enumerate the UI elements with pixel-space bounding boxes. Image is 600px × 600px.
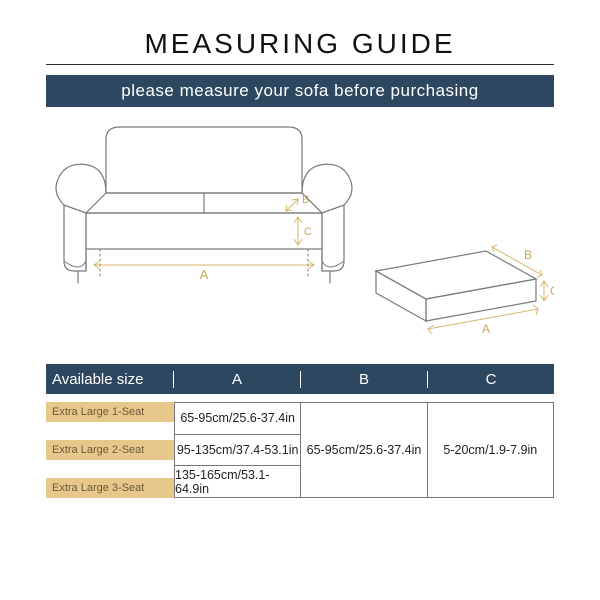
cushion-a-label: A [482, 322, 490, 336]
header-col-b: B [300, 371, 427, 388]
header-col-c: C [427, 371, 554, 388]
table-header: Available size A B C [46, 364, 554, 394]
row-labels: Extra Large 1-Seat Extra Large 2-Seat Ex… [46, 402, 174, 498]
cell-a3: 135-165cm/53.1-64.9in [175, 465, 300, 497]
sofa-diagram: A B C B C A [46, 121, 554, 356]
header-col-a: A [174, 371, 300, 388]
size-table: Available size A B C Extra Large 1-Seat … [46, 364, 554, 498]
table-body: Extra Large 1-Seat Extra Large 2-Seat Ex… [46, 402, 554, 498]
subtitle-bar: please measure your sofa before purchasi… [46, 75, 554, 107]
row-label: Extra Large 3-Seat [46, 478, 174, 498]
title-rule [46, 64, 554, 65]
diagram-area: A B C B C A [46, 121, 554, 356]
cushion-c-label: C [550, 284, 554, 298]
dim-c-label: C [304, 226, 312, 238]
cell-a2: 95-135cm/37.4-53.1in [175, 434, 300, 466]
page-title: MEASURING GUIDE [0, 28, 600, 60]
data-columns: 65-95cm/25.6-37.4in 95-135cm/37.4-53.1in… [174, 402, 554, 498]
cushion-b-label: B [524, 248, 532, 262]
col-a: 65-95cm/25.6-37.4in 95-135cm/37.4-53.1in… [175, 403, 301, 497]
header-title: Available size [46, 371, 174, 388]
col-b: 65-95cm/25.6-37.4in [301, 403, 427, 497]
col-c: 5-20cm/1.9-7.9in [428, 403, 553, 497]
row-label: Extra Large 1-Seat [46, 402, 174, 422]
dim-a-label: A [200, 267, 209, 282]
title-block: MEASURING GUIDE please measure your sofa… [0, 0, 600, 107]
dim-b-label: B [302, 194, 309, 206]
cell-a1: 65-95cm/25.6-37.4in [175, 403, 300, 434]
row-label: Extra Large 2-Seat [46, 440, 174, 460]
